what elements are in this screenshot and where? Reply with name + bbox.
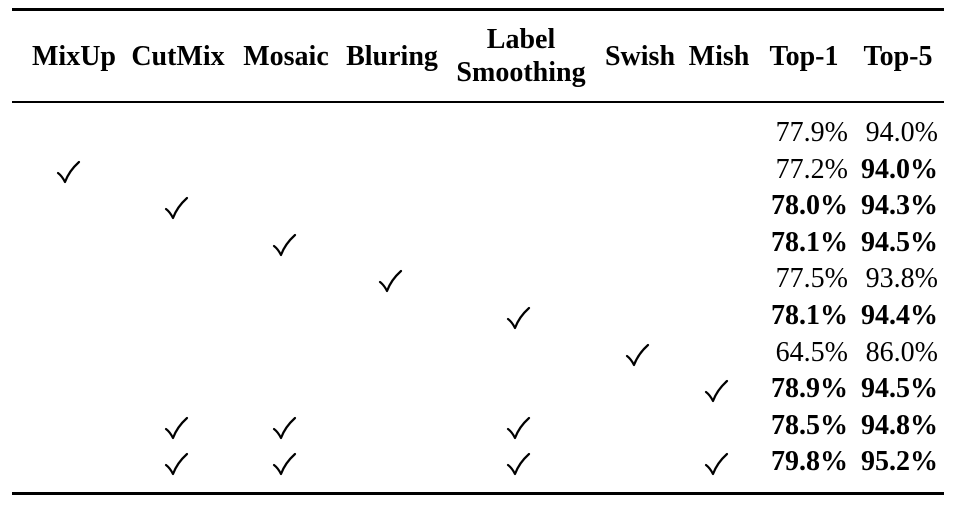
top1-value: 78.5% [771, 409, 848, 441]
header-top1: Top-1 [769, 41, 839, 72]
header-bluring: Bluring [346, 41, 438, 72]
check-mark-icon [55, 159, 81, 185]
bottom-rule [12, 492, 944, 495]
header-mixup: MixUp [32, 41, 116, 72]
top1-value: 77.2% [775, 153, 848, 185]
check-mark-icon [505, 305, 531, 331]
header-mosaic: Mosaic [243, 41, 329, 72]
top5-value: 94.4% [861, 300, 938, 331]
top1-value: 78.0% [771, 190, 848, 222]
check-mark-icon [703, 378, 729, 404]
check-mark-icon [163, 195, 189, 221]
header-cutmix: CutMix [131, 41, 225, 72]
top1-value: 78.1% [771, 226, 848, 258]
top1-value: 64.5% [775, 336, 848, 368]
top5-value: 86.0% [865, 336, 938, 368]
check-mark-icon [505, 415, 531, 441]
header-label-smoothing-line2: Smoothing [456, 57, 586, 88]
top1-value: 78.1% [771, 300, 848, 331]
check-mark-icon [271, 451, 297, 477]
top1-value: 77.9% [775, 117, 848, 148]
top5-value: 94.3% [861, 190, 938, 222]
header-top5: Top-5 [863, 41, 933, 72]
check-mark-icon [271, 232, 297, 258]
top1-value: 77.5% [775, 263, 848, 295]
check-mark-icon [505, 451, 531, 477]
top5-value: 94.8% [861, 409, 938, 441]
top5-value: 94.5% [861, 226, 938, 258]
top5-value: 93.8% [865, 263, 938, 295]
top5-value: 95.2% [861, 446, 938, 478]
top1-value: 79.8% [771, 446, 848, 478]
header-mish: Mish [688, 41, 750, 72]
check-mark-icon [703, 451, 729, 477]
top5-value: 94.0% [861, 153, 938, 185]
top5-value: 94.5% [861, 373, 938, 405]
check-mark-icon [624, 342, 650, 368]
check-mark-icon [377, 268, 403, 294]
check-mark-icon [163, 451, 189, 477]
check-mark-icon [163, 415, 189, 441]
top-rule [12, 8, 944, 11]
check-mark-icon [271, 415, 297, 441]
header-swish: Swish [604, 41, 676, 72]
header-label-smoothing-line1: Label [486, 24, 556, 55]
top1-value: 78.9% [771, 373, 848, 405]
header-rule [12, 101, 944, 103]
top5-value: 94.0% [865, 117, 938, 148]
